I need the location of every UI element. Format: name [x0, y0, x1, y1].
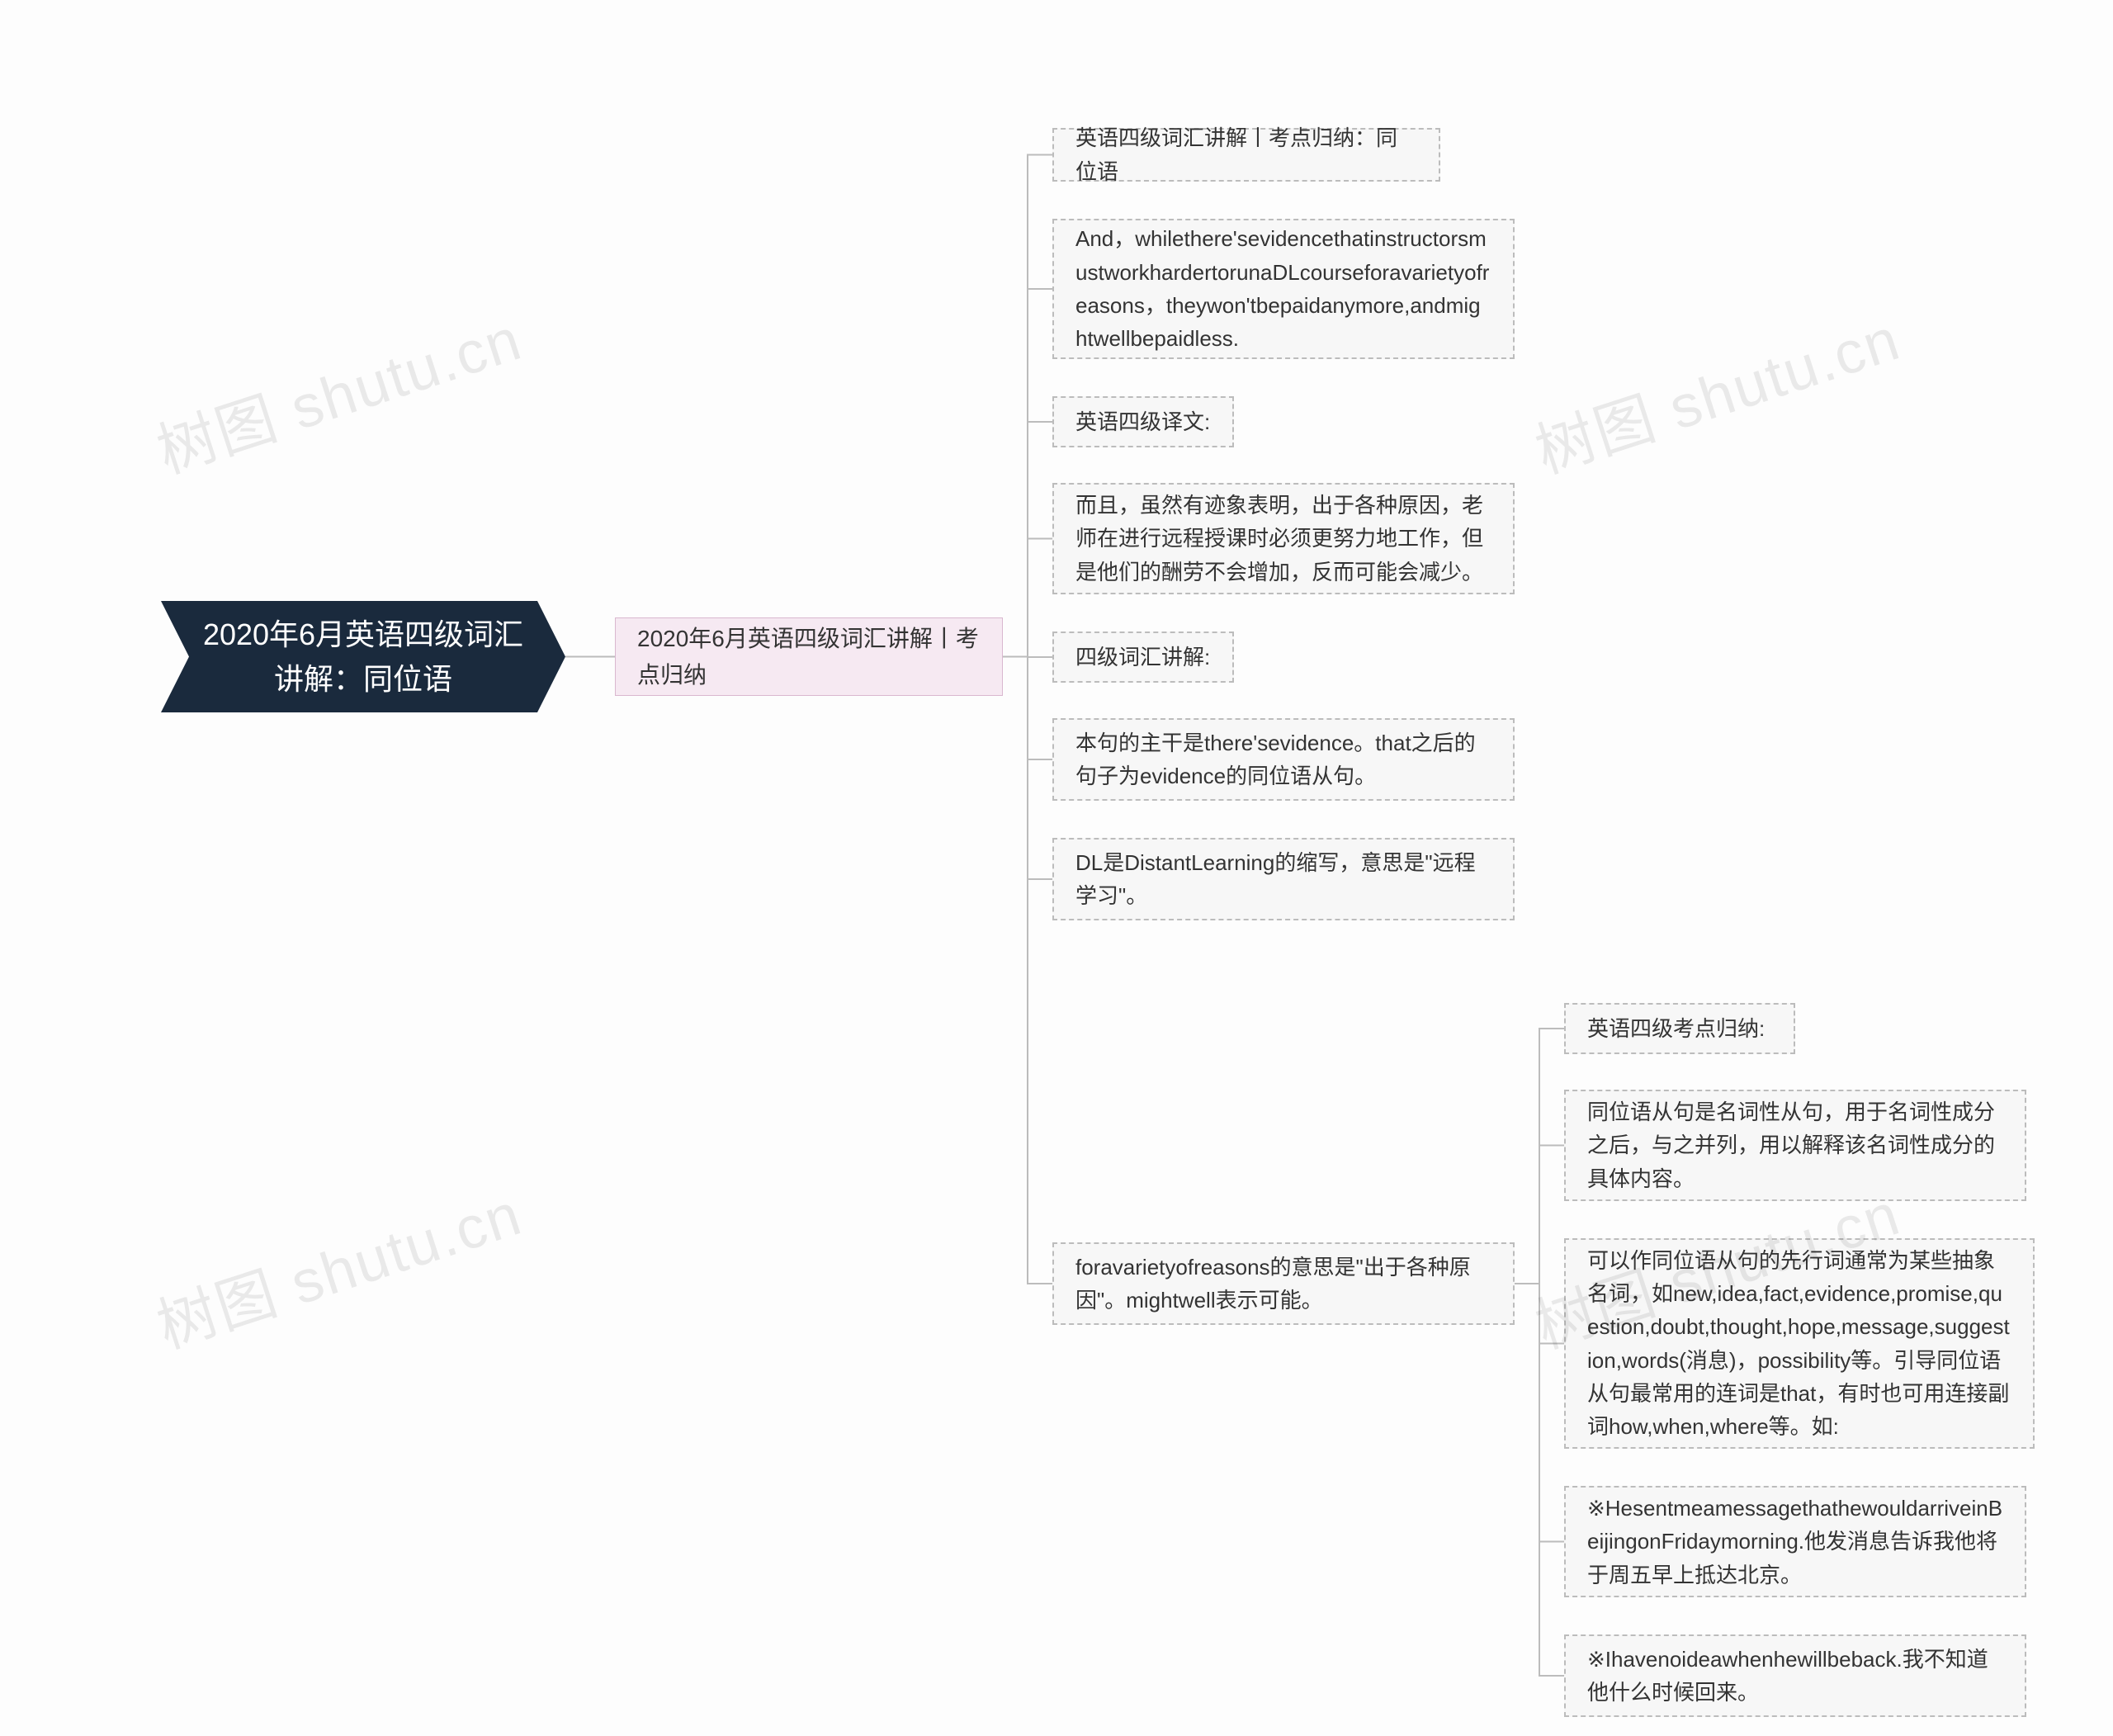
branch-b-leaf-3-label: ※HesentmeamessagethathewouldarriveinBeij…	[1587, 1492, 2003, 1592]
branch-a-leaf-3: 而且，虽然有迹象表明，出于各种原因，老师在进行远程授课时必须更努力地工作，但是他…	[1052, 483, 1515, 594]
branch-a-leaf-0: 英语四级词汇讲解丨考点归纳：同位语	[1052, 128, 1440, 182]
watermark-2: 树图 shutu.cn	[144, 1166, 531, 1365]
branch-b-leaf-1-label: 同位语从句是名词性从句，用于名词性成分之后，与之并列，用以解释该名词性成分的具体…	[1587, 1095, 2003, 1195]
watermark-1: 树图 shutu.cn	[1523, 291, 1909, 490]
branch-a-leaf-3-label: 而且，虽然有迹象表明，出于各种原因，老师在进行远程授课时必须更努力地工作，但是他…	[1075, 489, 1491, 589]
branch-a-leaf-2-label: 英语四级译文:	[1075, 405, 1210, 438]
branch-a-leaf-6-label: DL是DistantLearning的缩写，意思是"远程学习"。	[1075, 846, 1491, 913]
branch-a-leaf-6: DL是DistantLearning的缩写，意思是"远程学习"。	[1052, 838, 1515, 920]
branch-a-leaf-2: 英语四级译文:	[1052, 396, 1234, 447]
branch-a-leaf-0-label: 英语四级词汇讲解丨考点归纳：同位语	[1075, 121, 1417, 188]
branch-b-leaf-2: 可以作同位语从句的先行词通常为某些抽象名词，如new,idea,fact,evi…	[1564, 1238, 2035, 1449]
branch-a-leaf-7: foravarietyofreasons的意思是"出于各种原因"。mightwe…	[1052, 1242, 1515, 1325]
branch-a-leaf-5-label: 本句的主干是there'sevidence。that之后的句子为evidence…	[1075, 726, 1491, 793]
branch-a-leaf-1-label: And，whilethere'sevidencethatinstructorsm…	[1075, 222, 1491, 355]
level1-node: 2020年6月英语四级词汇讲解丨考点归纳	[615, 617, 1003, 696]
watermark-0: 树图 shutu.cn	[144, 291, 531, 490]
branch-b-leaf-0-label: 英语四级考点归纳:	[1587, 1012, 1765, 1045]
root-line-2: 讲解：同位语	[274, 657, 452, 702]
branch-b-leaf-0: 英语四级考点归纳:	[1564, 1003, 1795, 1054]
branch-a-leaf-4: 四级词汇讲解:	[1052, 631, 1234, 683]
root-label: 2020年6月英语四级词汇 讲解：同位语	[161, 601, 565, 712]
root-node: 2020年6月英语四级词汇 讲解：同位语	[161, 601, 565, 712]
branch-a-leaf-4-label: 四级词汇讲解:	[1075, 641, 1210, 674]
root-line-1: 2020年6月英语四级词汇	[203, 613, 523, 657]
branch-b-leaf-1: 同位语从句是名词性从句，用于名词性成分之后，与之并列，用以解释该名词性成分的具体…	[1564, 1090, 2026, 1201]
branch-b-leaf-3: ※HesentmeamessagethathewouldarriveinBeij…	[1564, 1486, 2026, 1597]
branch-b-leaf-4: ※Ihavenoideawhenhewillbeback.我不知道他什么时候回来…	[1564, 1634, 2026, 1717]
level1-label: 2020年6月英语四级词汇讲解丨考点归纳	[637, 621, 981, 693]
branch-b-leaf-4-label: ※Ihavenoideawhenhewillbeback.我不知道他什么时候回来…	[1587, 1643, 2003, 1710]
branch-a-leaf-5: 本句的主干是there'sevidence。that之后的句子为evidence…	[1052, 718, 1515, 801]
branch-a-leaf-1: And，whilethere'sevidencethatinstructorsm…	[1052, 219, 1515, 359]
branch-a-leaf-7-label: foravarietyofreasons的意思是"出于各种原因"。mightwe…	[1075, 1251, 1491, 1317]
branch-b-leaf-2-label: 可以作同位语从句的先行词通常为某些抽象名词，如new,idea,fact,evi…	[1587, 1244, 2011, 1444]
